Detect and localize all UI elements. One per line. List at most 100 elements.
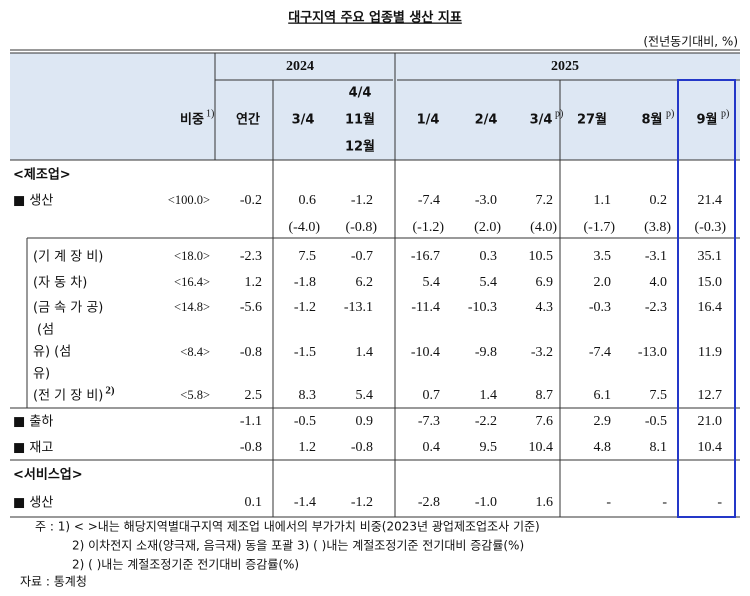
- cell: -1.2: [351, 193, 373, 208]
- cell-sub: (-1.2): [413, 220, 445, 235]
- cell: 2.0: [594, 275, 612, 290]
- cell: 3.5: [594, 249, 612, 264]
- unit: (전년동기대비, %): [643, 35, 738, 49]
- cell-sub: (-4.0): [289, 220, 321, 235]
- cell: -0.8: [351, 440, 373, 455]
- row-label: (금 속 가 공): [33, 301, 103, 316]
- cell: 0.1: [245, 495, 263, 510]
- year: 2024: [286, 59, 314, 74]
- cell: -2.2: [475, 414, 497, 429]
- cell: 1.2: [245, 275, 263, 290]
- column-header-sup: p): [555, 108, 563, 119]
- cell: -: [662, 495, 667, 510]
- year: 2025: [551, 59, 579, 74]
- cell: -3.1: [645, 249, 667, 264]
- cell: -5.6: [240, 300, 262, 315]
- cell: -1.4: [294, 495, 316, 510]
- cell: -3.2: [531, 345, 553, 360]
- cell: 6.2: [356, 275, 374, 290]
- cell: -0.7: [351, 249, 373, 264]
- cell: -1.2: [294, 300, 316, 315]
- column-header: 4/4: [349, 86, 372, 101]
- row-label: (섬: [37, 323, 54, 338]
- cell: 8.7: [536, 388, 554, 403]
- cell: -7.4: [589, 345, 611, 360]
- cell: 0.2: [650, 193, 668, 208]
- row-label: ■ 생산: [13, 194, 53, 209]
- column-header: 2/4: [475, 113, 498, 128]
- column-header: 연간: [236, 112, 260, 128]
- row-label: (기 계 장 비): [33, 250, 103, 265]
- cell: -3.0: [475, 193, 497, 208]
- cell: -13.1: [344, 300, 373, 315]
- cell: 4.0: [650, 275, 668, 290]
- cell: 6.1: [594, 388, 612, 403]
- cell-sub: (3.8): [644, 220, 671, 235]
- share: <14.8>: [174, 300, 210, 314]
- cell: 5.4: [356, 388, 374, 403]
- cell: -16.7: [411, 249, 440, 264]
- cell: -: [606, 495, 611, 510]
- cell: -2.3: [645, 300, 667, 315]
- cell: -10.4: [411, 345, 440, 360]
- row-label: 유) (섬: [33, 345, 71, 360]
- cell: 10.4: [698, 440, 723, 455]
- cell: 8.3: [299, 388, 317, 403]
- cell: -1.0: [475, 495, 497, 510]
- cell: 0.9: [356, 414, 374, 429]
- cell: -0.2: [240, 193, 262, 208]
- share: <16.4>: [174, 275, 210, 289]
- cell: 11.9: [698, 345, 722, 360]
- cell: -0.3: [589, 300, 611, 315]
- note: 주 : 1) < >내는 해당지역별대구지역 제조업 내에서의 부가가치 비중(…: [35, 520, 540, 534]
- cell: 10.5: [529, 249, 554, 264]
- cell: 1.6: [536, 495, 554, 510]
- cell: 10.4: [529, 440, 554, 455]
- cell: 5.4: [480, 275, 498, 290]
- column-header: 1/4: [417, 113, 440, 128]
- cell: 8.1: [650, 440, 668, 455]
- cell: 6.9: [536, 275, 554, 290]
- cell: -0.5: [645, 414, 667, 429]
- cell-sub: (-0.3): [695, 220, 727, 235]
- share: <100.0>: [168, 193, 210, 207]
- cell: 5.4: [423, 275, 441, 290]
- cell: 0.4: [423, 440, 441, 455]
- cell: 12.7: [698, 388, 723, 403]
- section-label: <제조업>: [13, 168, 71, 183]
- cell: -2.3: [240, 249, 262, 264]
- cell: -1.1: [240, 414, 262, 429]
- column-header: 9월: [696, 112, 717, 128]
- cell: -1.2: [351, 495, 373, 510]
- row-label: ■ 생산: [13, 496, 53, 511]
- cell: -0.8: [240, 345, 262, 360]
- note: 2) 이차전지 소재(양극재, 음극재) 동을 포괄 3) ( )내는 계절조정…: [72, 539, 524, 553]
- share: <8.4>: [180, 345, 210, 359]
- column-header: 27월: [577, 112, 607, 128]
- cell: -2.8: [418, 495, 440, 510]
- cell: 7.2: [536, 193, 554, 208]
- cell: 21.0: [698, 414, 723, 429]
- column-header: 8월: [641, 112, 662, 128]
- cell: 15.0: [698, 275, 723, 290]
- cell: 1.1: [594, 193, 612, 208]
- cell-sub: (-1.7): [584, 220, 616, 235]
- cell: 16.4: [698, 300, 723, 315]
- cell: -1.5: [294, 345, 316, 360]
- cell: -: [717, 495, 722, 510]
- cell: -7.3: [418, 414, 440, 429]
- cell: -0.8: [240, 440, 262, 455]
- cell: -9.8: [475, 345, 497, 360]
- cell: 21.4: [698, 193, 723, 208]
- title: 대구지역 주요 업종별 생산 지표: [288, 10, 462, 26]
- cell: 7.6: [536, 414, 554, 429]
- cell: 2.5: [245, 388, 263, 403]
- cell: -7.4: [418, 193, 440, 208]
- row-label: (전 기 장 비): [33, 389, 103, 404]
- cell: -1.8: [294, 275, 316, 290]
- cell: 1.4: [480, 388, 498, 403]
- cell: -0.5: [294, 414, 316, 429]
- cell: 0.6: [299, 193, 317, 208]
- cell: 0.7: [423, 388, 441, 403]
